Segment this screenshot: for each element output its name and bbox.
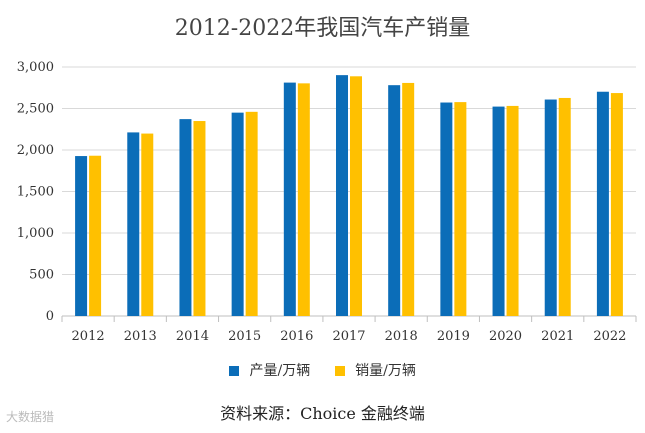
bar-sales [245,111,258,316]
watermark: 大数据猎 [6,410,55,424]
x-tick-label: 2021 [541,329,574,344]
x-tick-label: 2022 [593,329,626,344]
chart-title: 2012-2022年我国汽车产销量 [174,16,471,41]
bar-sales [610,93,623,316]
bar-production [492,106,505,316]
bar-production [283,82,296,316]
bar-sales [350,76,362,317]
legend-label-sales: 销量/万辆 [355,363,416,379]
y-tick-label: 2,500 [17,102,54,117]
bar-production [127,132,140,316]
source-note: 资料来源：Choice 金融终端 [220,404,425,423]
y-tick-label: 1,500 [17,185,54,200]
y-tick-label: 1,000 [17,226,54,241]
bar-production [75,156,88,316]
x-tick-label: 2014 [176,329,209,344]
x-tick-label: 2013 [124,329,157,344]
legend-item-production: 产量/万辆 [229,360,310,380]
y-tick-label: 0 [46,309,54,324]
bar-sales [297,83,310,316]
x-tick-label: 2019 [437,329,470,344]
legend: 产量/万辆 销量/万辆 [0,360,645,380]
tick-labels: 0 500 1,000 1,500 2,000 2,500 3,000 2012 2013 201… [17,60,627,344]
bar-sales [558,97,571,316]
x-tick-label: 2016 [280,329,313,344]
grid-lines [62,66,636,317]
bar-production [336,75,348,316]
y-tick-label: 3,000 [17,60,54,75]
bar-sales [193,121,206,317]
legend-swatch-production [229,366,240,376]
bar-production [596,91,609,316]
bar-production [544,99,557,316]
x-tick-label: 2020 [489,329,522,344]
bar-production [179,119,192,317]
bars [75,75,623,317]
bar-production [231,112,244,317]
bar-production [388,85,401,316]
x-tick-label: 2018 [385,329,418,344]
y-tick-label: 2,000 [17,143,54,158]
bar-sales [454,102,467,316]
bar-sales [506,105,519,316]
axes [61,316,637,322]
x-tick-label: 2017 [332,329,365,344]
y-tick-label: 500 [29,268,54,283]
x-tick-label: 2012 [72,329,105,344]
bar-sales [141,133,154,316]
bar-production [440,102,453,316]
legend-item-sales: 销量/万辆 [334,360,416,380]
legend-swatch-sales [334,366,345,376]
legend-label-production: 产量/万辆 [249,363,311,379]
bar-sales [89,155,102,316]
bar-sales [402,82,415,316]
x-tick-label: 2015 [228,329,261,344]
